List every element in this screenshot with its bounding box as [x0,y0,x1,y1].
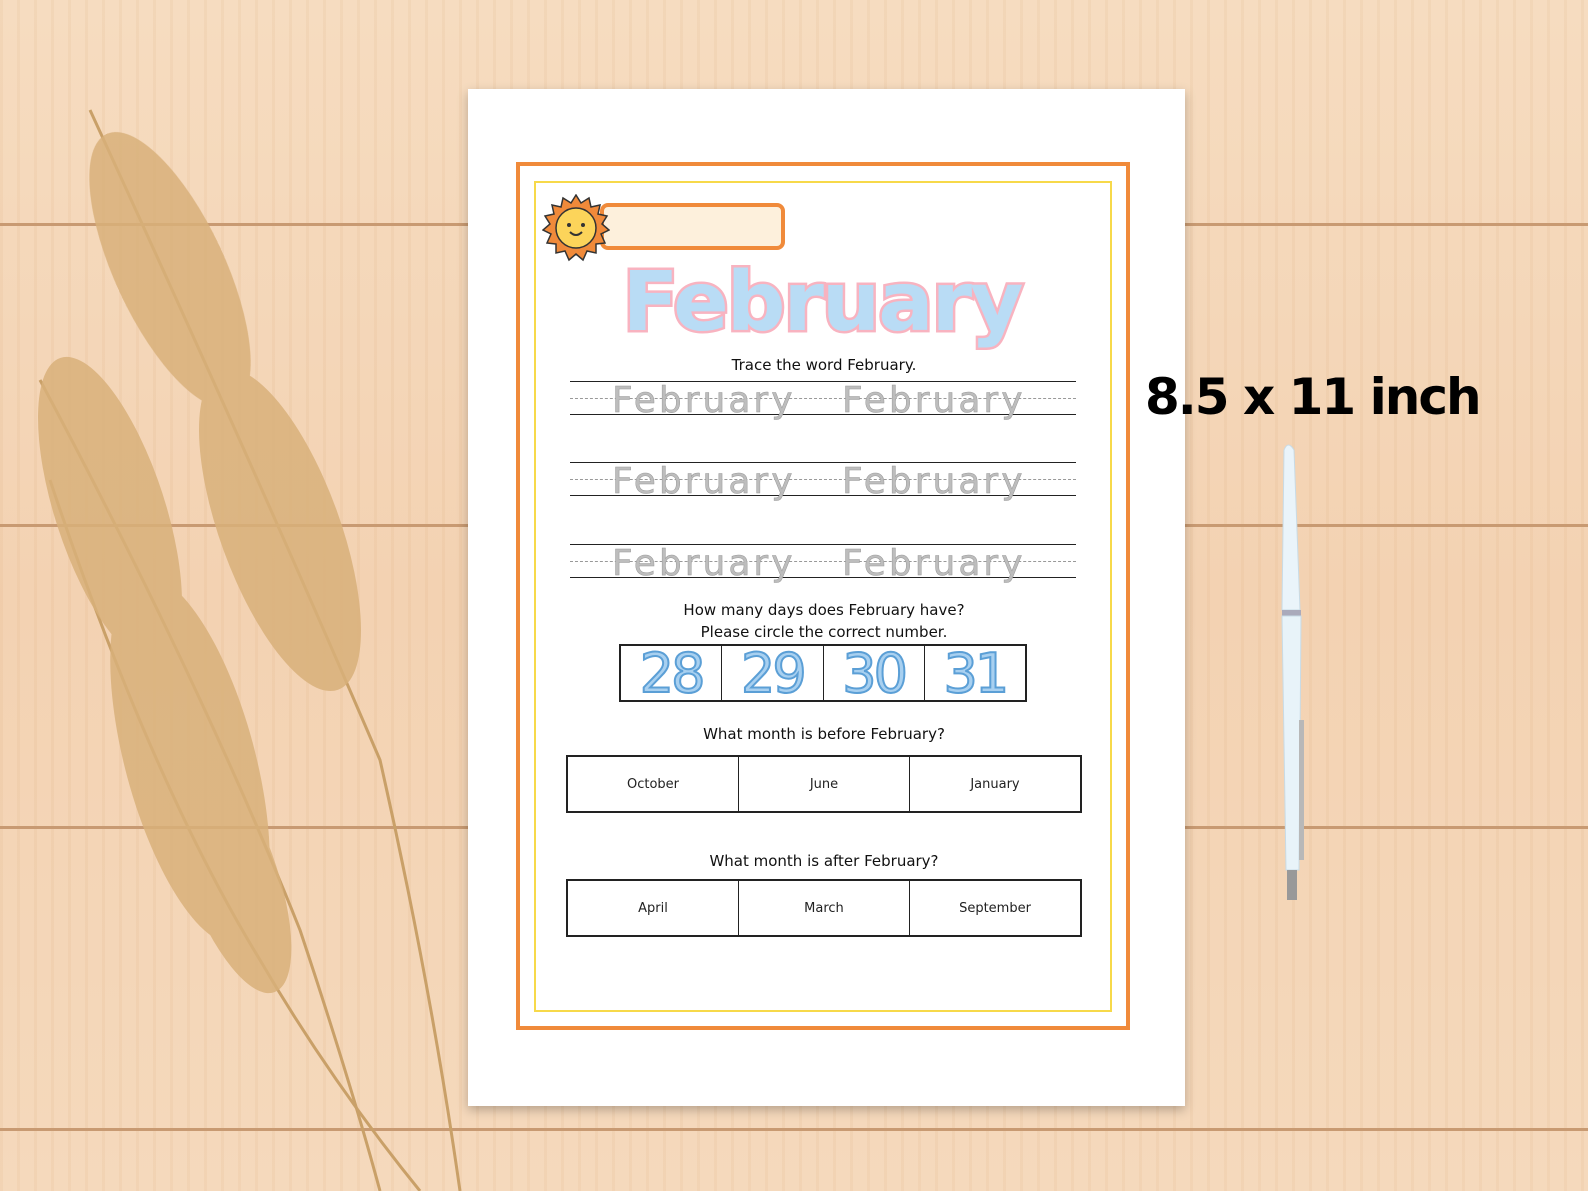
month-option: October [568,757,739,811]
trace-word: February [842,461,1026,503]
trace-word: February [612,461,796,503]
name-field [600,203,785,250]
trace-word: February [612,380,796,422]
day-options: 28 29 30 31 [619,642,1027,705]
after-question: What month is after February? [709,852,939,870]
before-options: October June January [566,755,1082,813]
wood-plank-seam [0,1128,1588,1131]
yellow-border [534,181,1112,1012]
after-options: April March September [566,879,1082,937]
dried-wheat-decoration [38,109,462,1191]
trace-word: February [842,543,1026,585]
trace-row: February February [570,461,1076,502]
month-option: September [959,900,1031,916]
days-question: How many days does February have? [683,601,965,619]
trace-row: February February [570,380,1076,421]
worksheet-title: February [620,253,1026,353]
trace-word: February [612,543,796,585]
month-option: January [970,776,1020,792]
day-option: 29 [722,645,824,703]
day-option: 31 [943,642,1011,705]
trace-instruction: Trace the word February. [731,356,917,374]
day-option: 30 [824,645,925,703]
orange-border [516,162,1130,1030]
month-option: April [568,881,739,935]
days-instruction: Please circle the correct number. [700,623,948,641]
before-question: What month is before February? [703,725,945,743]
trace-row: February February [570,543,1076,584]
day-option: 28 [621,645,723,703]
trace-word: February [842,380,1026,422]
pen-icon [1281,444,1304,900]
sun-icon [542,194,610,262]
size-label: 8.5 x 11 inch [1145,368,1482,426]
month-option: June [739,757,910,811]
month-option: March [739,881,910,935]
